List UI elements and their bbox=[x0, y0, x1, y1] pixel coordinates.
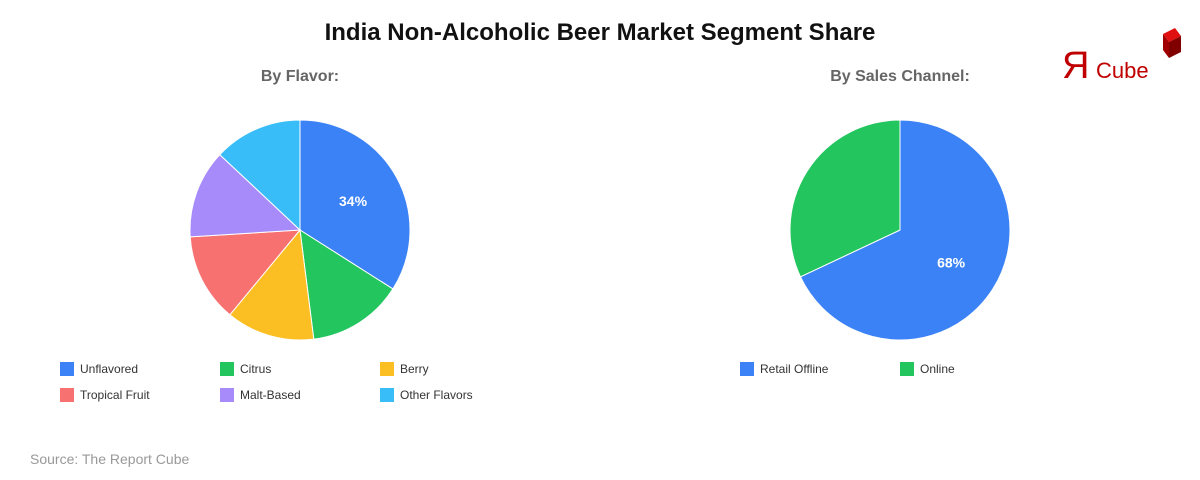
legend-label: Malt-Based bbox=[240, 388, 301, 402]
flavor-subtitle: By Flavor: bbox=[260, 68, 340, 85]
pie-slice-other-flavors bbox=[219, 119, 301, 232]
legend-swatch bbox=[220, 388, 234, 402]
legend-item-berry: Berry bbox=[380, 362, 429, 376]
legend-label: Unflavored bbox=[80, 362, 139, 376]
channel-pie-chart: 68% bbox=[789, 119, 1011, 341]
channel-subtitle: By Sales Channel: bbox=[830, 68, 970, 85]
pie-slice-citrus bbox=[299, 229, 394, 340]
legend-item-unflavored: Unflavored bbox=[60, 362, 138, 376]
legend-item-citrus: Citrus bbox=[220, 362, 271, 376]
legend-item-malt-based: Malt-Based bbox=[220, 388, 301, 402]
svg-text:Я: Я bbox=[1062, 45, 1089, 86]
legend-item-retail-offline: Retail Offline bbox=[740, 362, 828, 376]
legend-swatch bbox=[60, 388, 74, 402]
legend-label: Other Flavors bbox=[400, 388, 473, 402]
legend-label: Berry bbox=[400, 362, 429, 376]
report-cube-logo: Я Cube bbox=[1062, 28, 1181, 86]
legend-label: Citrus bbox=[240, 362, 272, 376]
chart-title: India Non-Alcoholic Beer Market Segment … bbox=[324, 19, 876, 46]
pie-slice-tropical-fruit bbox=[189, 229, 302, 316]
legend-item-other-flavors: Other Flavors bbox=[380, 388, 473, 402]
slice-percent-label: 68% bbox=[937, 254, 966, 270]
flavor-pie-chart: 34% bbox=[189, 119, 411, 341]
pie-slice-online bbox=[789, 119, 901, 278]
legend-label: Retail Offline bbox=[760, 362, 829, 376]
legend-swatch bbox=[740, 362, 754, 376]
legend-item-tropical-fruit: Tropical Fruit bbox=[60, 388, 150, 402]
legend-swatch bbox=[380, 388, 394, 402]
legend-item-online: Online bbox=[900, 362, 955, 376]
legend-label: Online bbox=[920, 362, 955, 376]
pie-slice-berry bbox=[229, 228, 315, 341]
legend-label: Tropical Fruit bbox=[80, 388, 150, 402]
pie-slice-malt-based bbox=[189, 153, 302, 238]
legend-swatch bbox=[60, 362, 74, 376]
legend-swatch bbox=[220, 362, 234, 376]
legend-swatch bbox=[900, 362, 914, 376]
slice-percent-label: 34% bbox=[339, 193, 368, 209]
source-note: Source: The Report Cube bbox=[30, 451, 190, 467]
pie-slice-retail-offline bbox=[799, 119, 1011, 341]
pie-slice-unflavored bbox=[299, 119, 411, 290]
legend-swatch bbox=[380, 362, 394, 376]
svg-text:Cube: Cube bbox=[1096, 58, 1149, 83]
